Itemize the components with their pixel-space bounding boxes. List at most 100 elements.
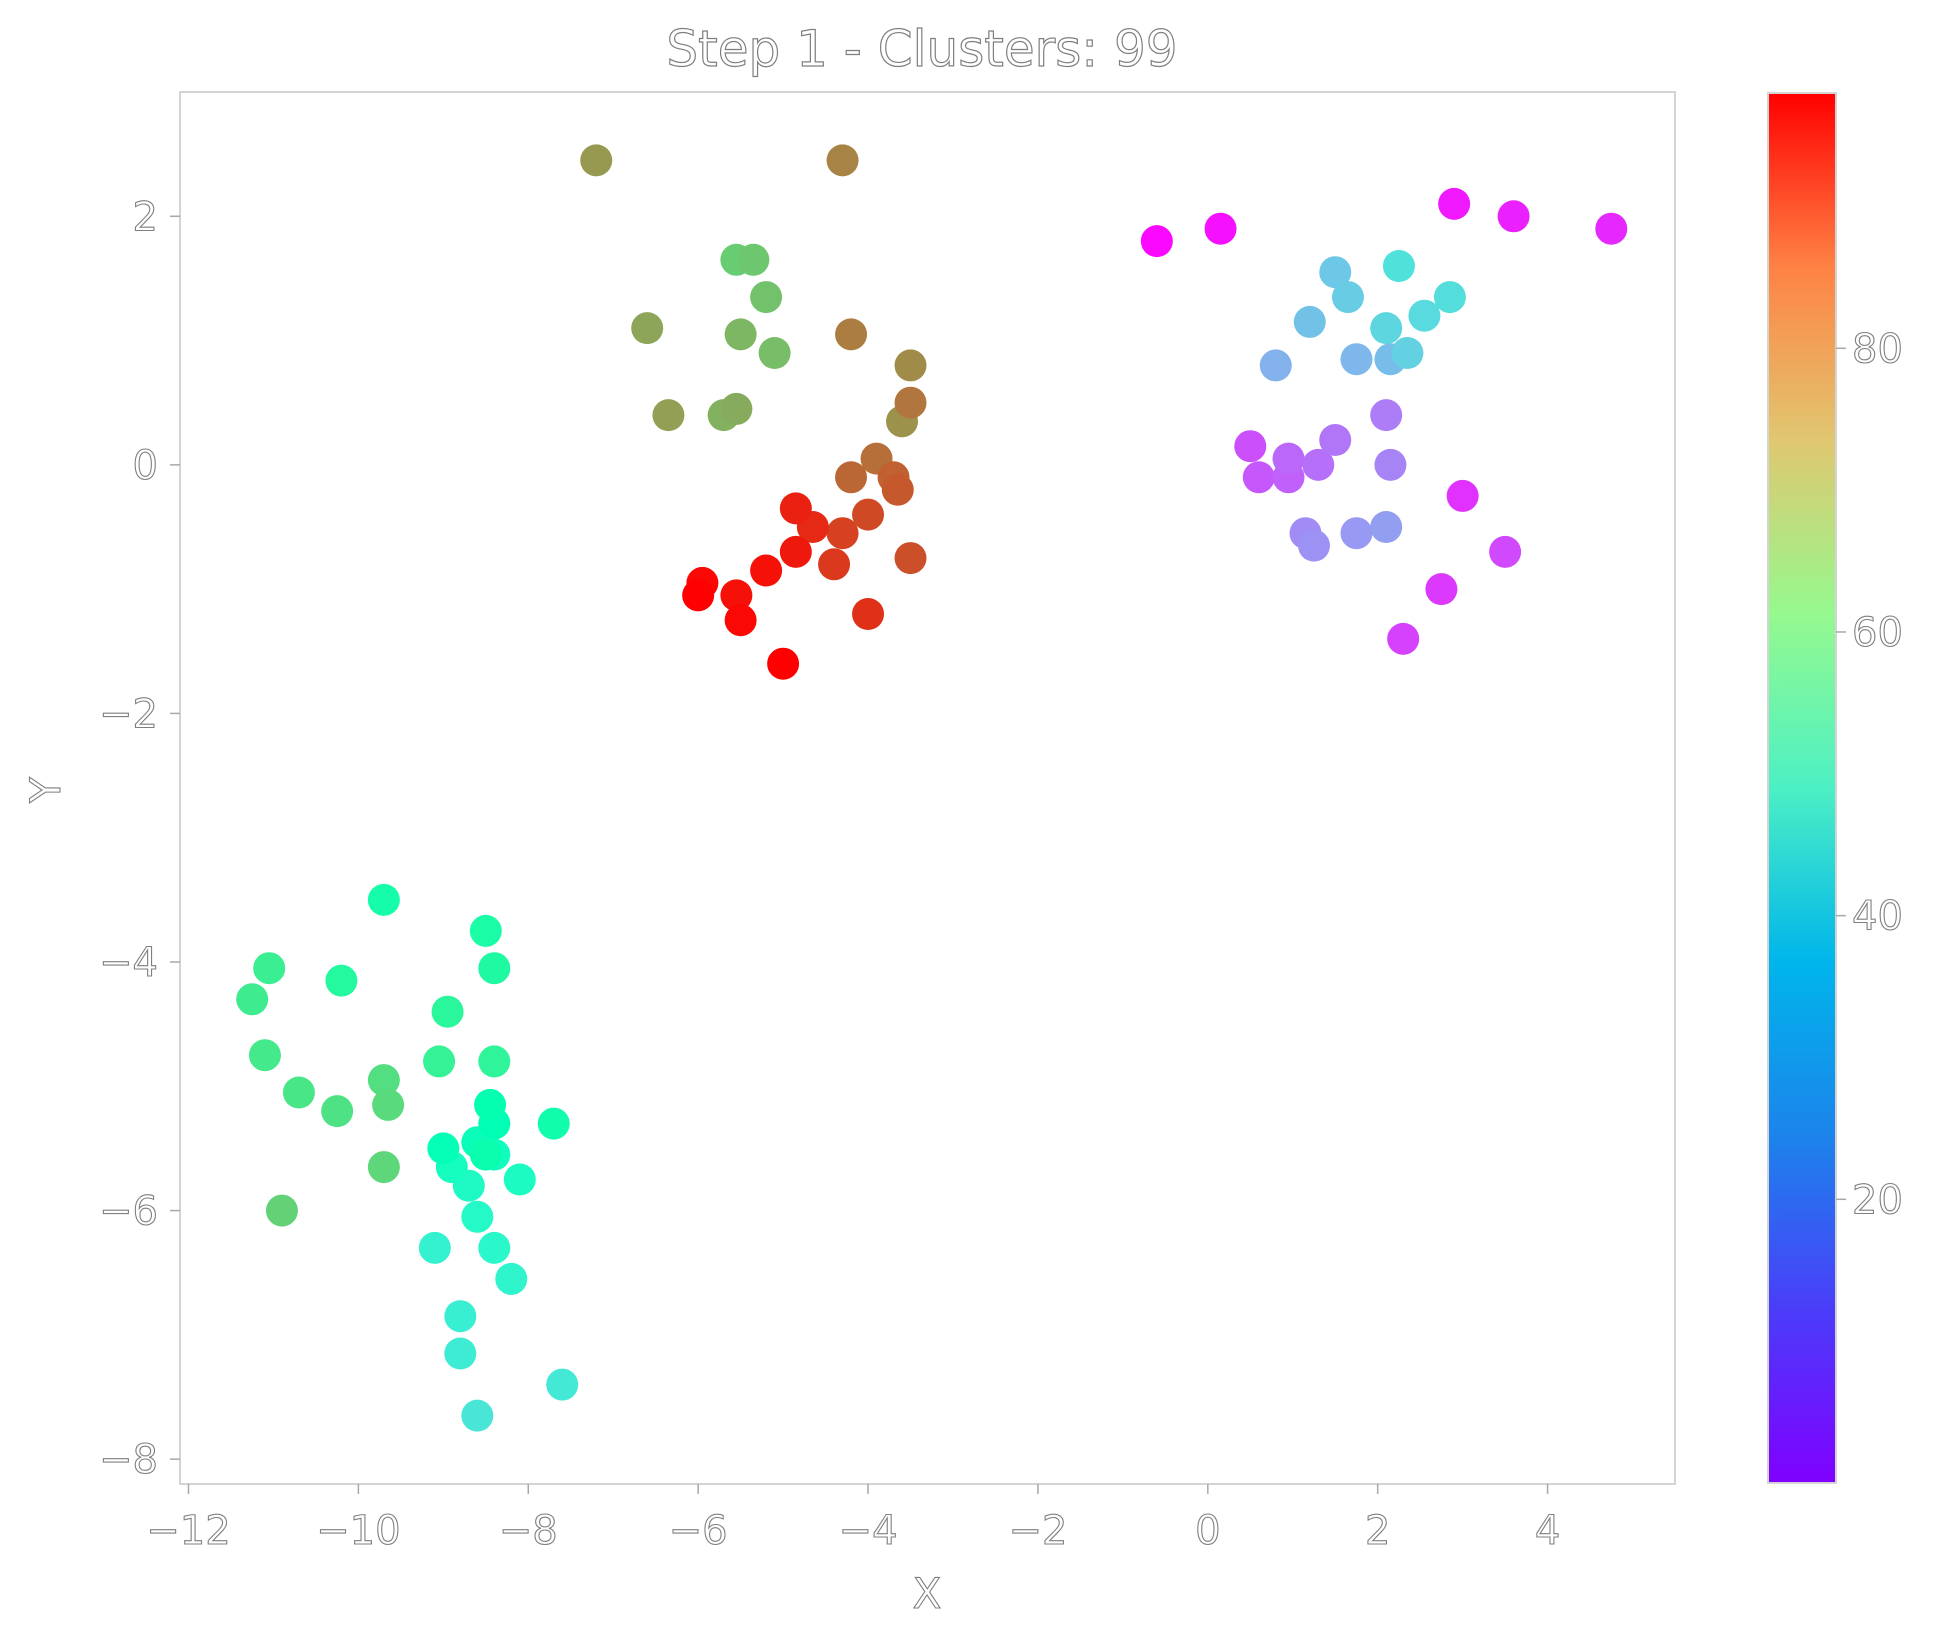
data-point [444,1300,477,1333]
data-point [1140,225,1173,258]
data-point [546,1368,579,1401]
data-point [852,598,885,630]
data-point [894,386,927,419]
data-point [682,579,715,612]
colorbar-tick-label: 80 [1852,326,1903,372]
data-point [894,349,927,382]
y-axis: −8 −6 −4 −2 0 2 [98,194,180,1484]
data-point [461,1399,494,1432]
data-point [372,1088,405,1121]
data-point [1497,200,1530,233]
data-point [1272,442,1305,475]
data-point [767,647,800,680]
x-tick-label: −10 [316,1508,400,1554]
data-point [1297,529,1330,562]
data-point [852,498,885,531]
data-point [478,1231,511,1264]
data-point [1319,256,1352,289]
x-tick-label: 4 [1535,1508,1560,1554]
x-axis: −12 −10 −8 −6 −4 −2 0 2 4 [146,1484,1561,1555]
data-point [1438,187,1471,220]
data-point [1293,305,1326,338]
x-tick-label: 0 [1195,1508,1220,1554]
data-point [1242,461,1275,494]
data-point [724,604,757,637]
data-point [1370,511,1403,543]
data-point [1340,517,1373,550]
data-point [503,1163,536,1196]
data-point [1446,479,1479,512]
y-tick-label: 2 [133,194,158,240]
data-point [367,883,400,916]
data-points [236,144,1628,1432]
data-point [478,1045,511,1078]
data-point [750,281,783,314]
x-tick-label: −8 [499,1508,558,1554]
data-point [1382,250,1415,282]
plot-area [179,91,1676,1485]
data-point [1370,399,1403,432]
data-point [418,1231,451,1264]
data-point [720,579,753,612]
data-point [265,1194,298,1227]
data-point [1374,448,1407,481]
data-point [321,1095,354,1128]
data-point [1387,622,1420,655]
colorbar-axis: 20 40 60 80 [1836,326,1903,1224]
data-point [720,392,753,425]
data-point [737,243,770,276]
data-point [631,312,664,345]
data-point [826,144,859,177]
data-point [1319,424,1352,456]
y-tick-label: −2 [99,691,158,737]
data-point [724,318,757,351]
data-point [835,318,868,351]
x-tick-label: 2 [1365,1508,1390,1554]
data-point [1302,448,1335,481]
x-tick-label: −2 [1008,1508,1067,1554]
data-point [1595,212,1628,245]
data-point [282,1076,315,1109]
data-point [1489,535,1522,568]
data-point [253,952,286,985]
data-point [444,1337,477,1370]
data-point [469,1138,502,1171]
x-axis-label: X [913,1569,942,1618]
y-tick-label: −8 [99,1437,158,1483]
data-point [894,542,927,575]
data-point [1340,343,1373,376]
colorbar-tick-label: 20 [1852,1177,1903,1223]
y-tick-label: −4 [99,940,158,986]
colorbar-tick-label: 40 [1852,894,1903,940]
chart-title: Step 1 - Clusters: 99 [666,20,1177,78]
colorbar-tick-label: 60 [1852,610,1903,656]
x-tick-label: −6 [669,1508,728,1554]
data-point [758,337,791,369]
data-point [325,964,358,997]
data-point [1391,337,1424,369]
data-point [1433,281,1466,314]
data-point [431,995,464,1028]
data-point [580,144,613,177]
data-point [835,461,868,494]
data-point [236,983,269,1016]
y-tick-label: 0 [133,443,158,489]
data-point [818,548,851,581]
data-point [367,1151,400,1184]
y-axis-label: Y [21,777,70,804]
data-point [1425,573,1458,606]
data-point [652,399,685,432]
data-point [881,473,914,506]
data-point [779,492,812,525]
data-point [423,1045,456,1078]
y-tick-label: −6 [99,1189,158,1235]
data-point [427,1132,460,1165]
data-point [478,952,511,985]
data-point [750,554,783,587]
data-point [495,1262,528,1295]
data-point [1204,212,1237,245]
x-tick-label: −12 [146,1508,230,1554]
data-point [1259,349,1292,382]
data-point [1234,430,1267,463]
